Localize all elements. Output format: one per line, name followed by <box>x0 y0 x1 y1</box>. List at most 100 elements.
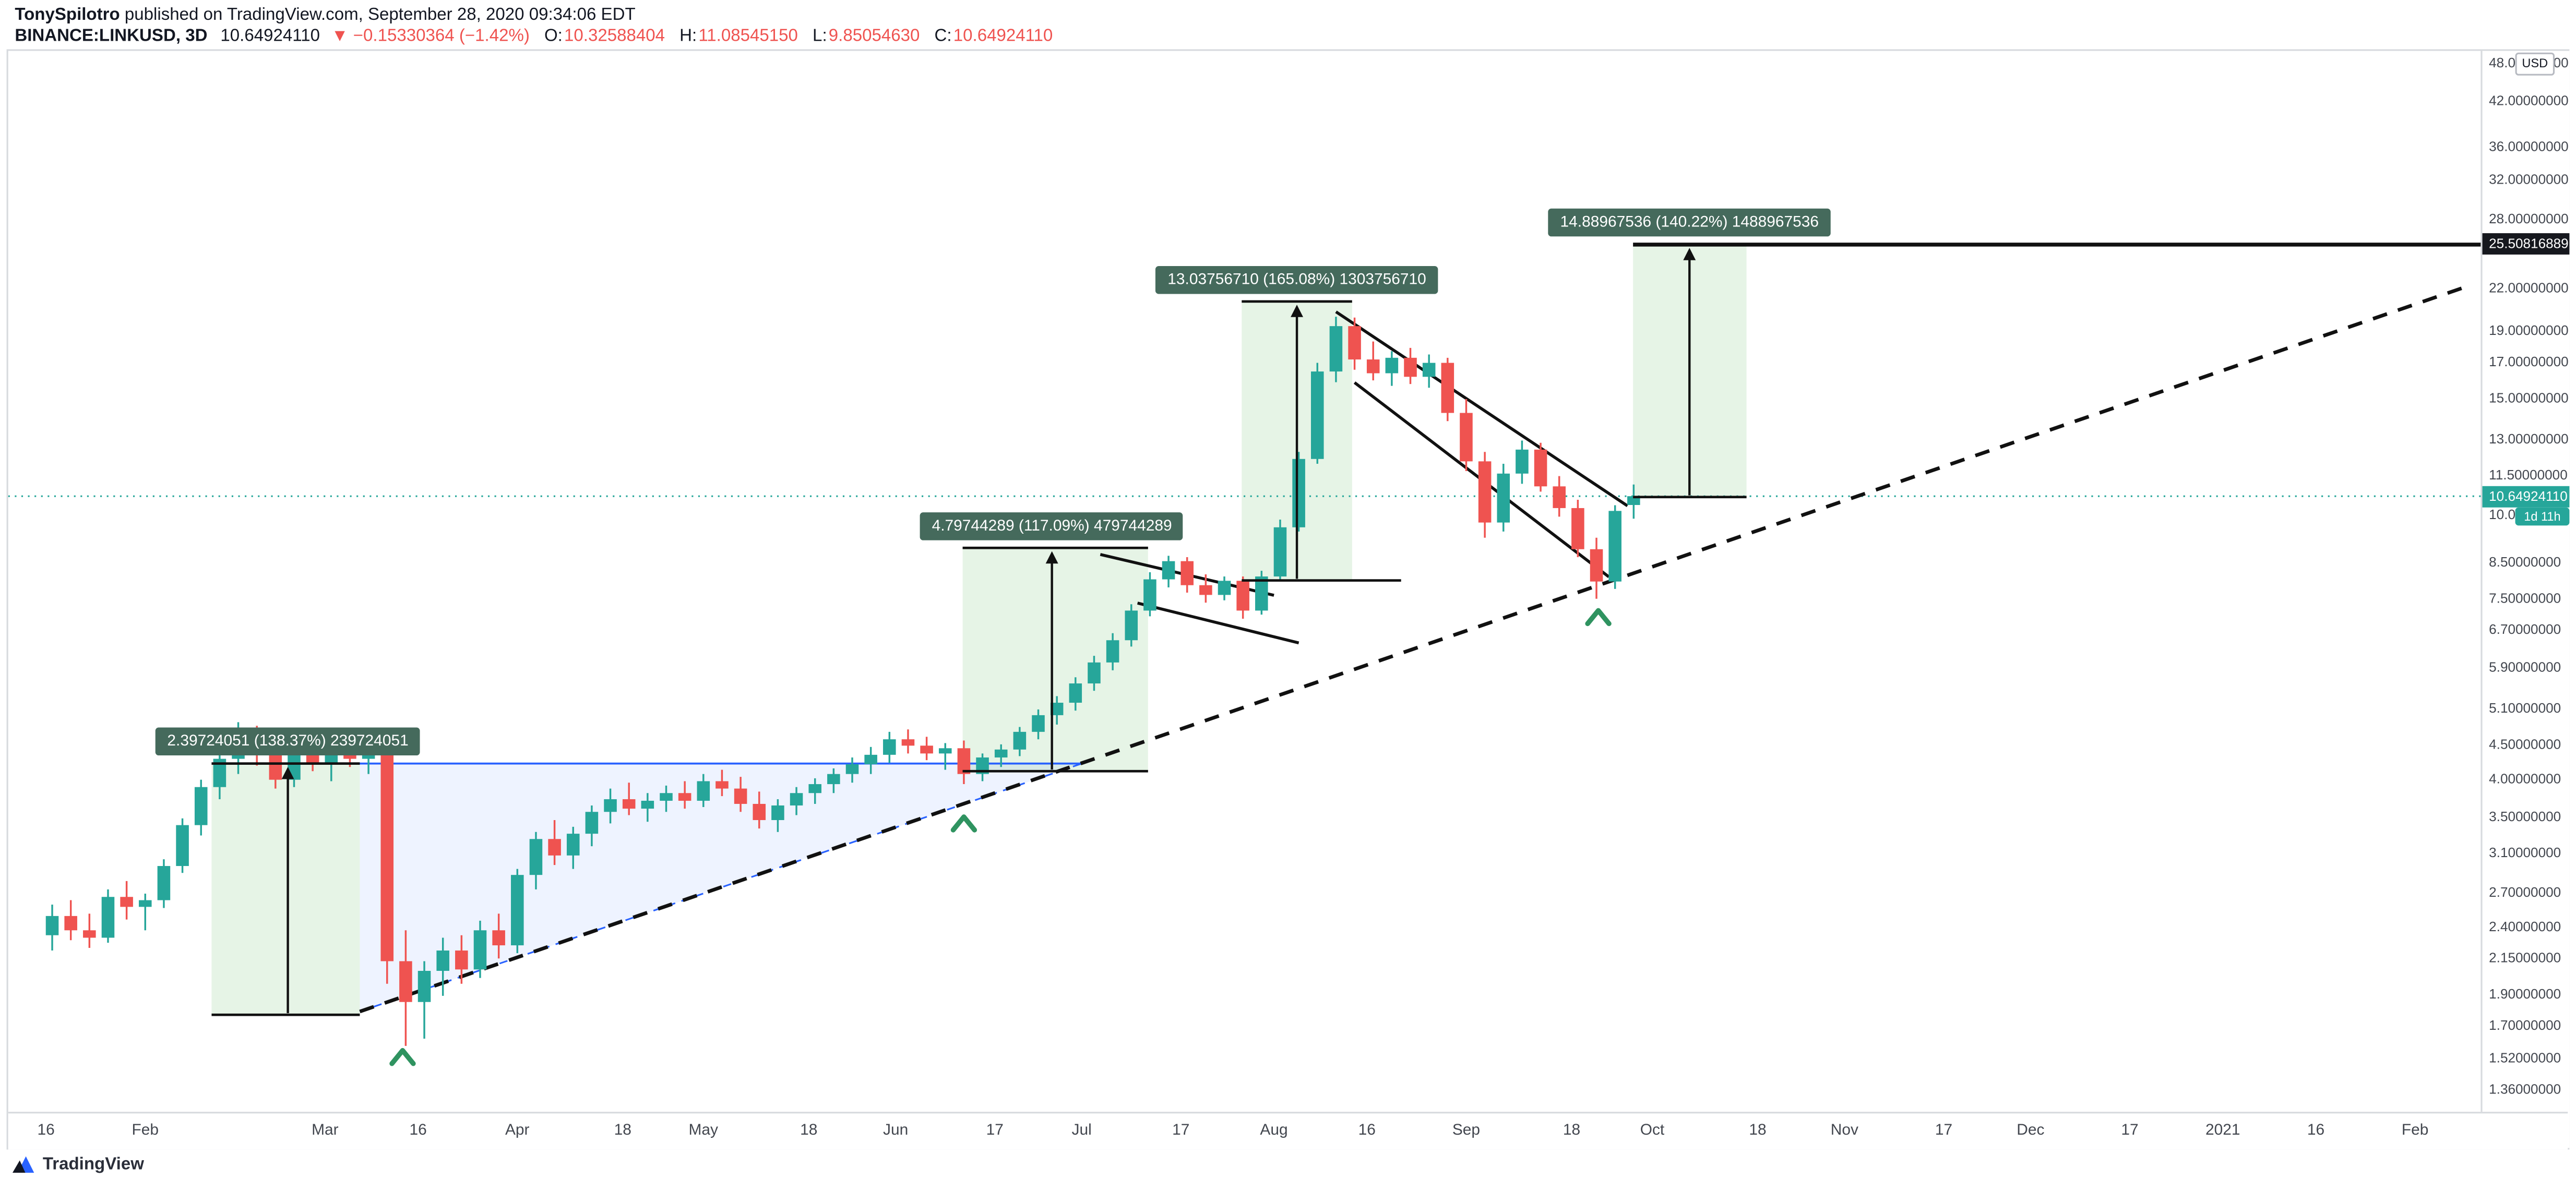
time-tick-label: Oct <box>1640 1122 1665 1140</box>
candle-body <box>1032 715 1045 732</box>
time-tick-label: 16 <box>1358 1122 1376 1140</box>
tradingview-logo-icon <box>13 1156 34 1173</box>
price-tick-label: 4.50000000 <box>2489 736 2561 753</box>
time-tick-label: 2021 <box>2205 1122 2240 1140</box>
price-tick-label: 17.00000000 <box>2489 353 2569 370</box>
time-tick-label: 18 <box>800 1122 818 1140</box>
price-axis[interactable]: USD 25.50816889 10.64924110 1d 11h 48.00… <box>2480 51 2570 1148</box>
time-tick-label: 18 <box>1749 1122 1767 1140</box>
candle-body <box>473 930 487 970</box>
high-label: H: <box>679 26 697 46</box>
candle-body <box>1199 585 1212 595</box>
time-tick-label: Dec <box>2017 1122 2045 1140</box>
measure-arrow-head-1 <box>281 766 294 779</box>
measure-arrow-head-4 <box>1683 248 1696 260</box>
candle-body <box>101 897 115 938</box>
candle-body <box>1218 581 1231 595</box>
time-tick-label: 17 <box>986 1122 1004 1140</box>
candle-body <box>492 930 505 946</box>
candle-body <box>901 739 915 746</box>
candle-body <box>678 793 691 801</box>
candle-body <box>1366 359 1380 374</box>
candle-body <box>64 916 77 931</box>
candle-body <box>1404 357 1417 377</box>
candle-body <box>83 930 96 938</box>
time-tick-label: 16 <box>2307 1122 2325 1140</box>
publish-info: published on TradingView.com, September … <box>120 5 636 25</box>
candle-body <box>1050 703 1064 715</box>
price-tick-label: 6.70000000 <box>2489 621 2561 638</box>
time-axis[interactable]: 16 Feb Mar 16 Apr 18 May 18 Jun 17 Jul 17 Aug 16 Sep 18… <box>8 1112 2568 1150</box>
candle-body <box>1422 363 1436 377</box>
price-tick-label: 2.70000000 <box>2489 883 2561 900</box>
candle-body <box>176 825 189 867</box>
candle-body <box>362 748 375 759</box>
candle-body <box>399 961 412 1002</box>
candle-body <box>864 754 877 764</box>
header: TonySpilotro published on TradingView.co… <box>15 5 1053 46</box>
candle-body <box>622 799 636 809</box>
candle-body <box>306 754 319 763</box>
price-change: ▼ −0.15330364 (−1.42%) <box>331 26 530 46</box>
brand-name: TradingView <box>42 1153 144 1174</box>
candle-body <box>1571 508 1584 549</box>
candle-body <box>604 799 617 812</box>
candle-body <box>1348 326 1361 360</box>
candle-body <box>808 784 821 793</box>
candle-body <box>920 745 933 754</box>
candle-body <box>269 753 282 780</box>
candle-body <box>994 749 1008 757</box>
price-tick-label: 7.50000000 <box>2489 589 2561 606</box>
candle-body <box>1441 363 1454 413</box>
time-tick-label: 17 <box>2121 1122 2139 1140</box>
candle-body <box>1553 486 1566 508</box>
candle-body <box>194 787 208 825</box>
time-tick-label: Mar <box>312 1122 339 1140</box>
low-value: 9.85054630 <box>828 26 920 46</box>
bullish-marker-icon-2 <box>950 814 977 833</box>
price-tick-label: 42.00000000 <box>2489 92 2569 110</box>
candle-body <box>250 737 264 754</box>
candle-body <box>1310 371 1324 459</box>
time-tick-label: 17 <box>1172 1122 1190 1140</box>
price-tick-label: 15.00000000 <box>2489 389 2569 406</box>
price-tick-label: 11.50000000 <box>2489 465 2568 483</box>
candle-body <box>1478 461 1492 523</box>
candle-body <box>1125 610 1138 641</box>
candle-body <box>1143 579 1156 611</box>
price-tick-label: 2.15000000 <box>2489 948 2561 966</box>
candle-body <box>1292 459 1305 527</box>
candle-body <box>771 805 784 820</box>
candle-body <box>585 812 599 834</box>
price-tick-label: 8.50000000 <box>2489 552 2561 570</box>
time-tick-label: Aug <box>1260 1122 1288 1140</box>
candle-body <box>734 788 747 804</box>
bullish-marker-icon-3 <box>1585 608 1612 627</box>
candle-body <box>1516 449 1529 474</box>
candle-body <box>511 875 524 946</box>
price-tick-label: 1.70000000 <box>2489 1016 2561 1033</box>
currency-toggle-button[interactable]: USD <box>2515 52 2555 76</box>
publish-line: TonySpilotro published on TradingView.co… <box>15 5 1053 25</box>
time-tick-label: Apr <box>505 1122 530 1140</box>
open-value: 10.32588404 <box>564 26 665 46</box>
time-tick-label: 16 <box>409 1122 427 1140</box>
candle-body <box>697 781 710 801</box>
candle-body <box>1534 449 1547 487</box>
candle-body <box>1385 357 1399 374</box>
measure-arrow-head-3 <box>1291 305 1304 317</box>
price-tick-label: 28.00000000 <box>2489 209 2569 226</box>
bar-countdown-badge: 1d 11h <box>2515 507 2570 525</box>
chart-canvas[interactable] <box>8 51 2483 1112</box>
jul-flag-lower-line <box>1137 601 1299 645</box>
candle-body <box>1608 511 1621 582</box>
candle-body <box>436 951 449 971</box>
time-tick-label: 16 <box>37 1122 55 1140</box>
candle-body <box>1590 549 1603 582</box>
candle-body <box>157 866 171 900</box>
candle-body <box>790 793 803 805</box>
price-tick-label: 1.52000000 <box>2489 1049 2561 1065</box>
last-price: 10.64924110 <box>220 26 320 46</box>
level-price-badge: 25.50816889 <box>2482 234 2570 256</box>
